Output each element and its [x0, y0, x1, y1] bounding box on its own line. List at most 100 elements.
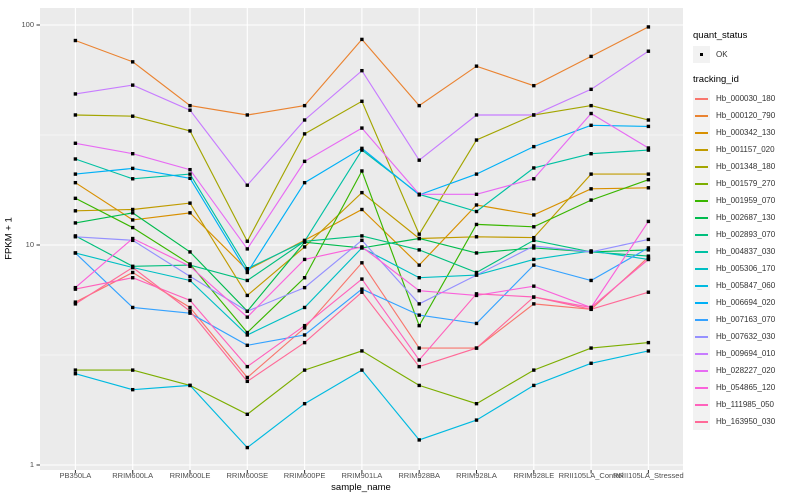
- data-point: [417, 438, 421, 442]
- x-tick-label-RRIM600LE: RRIM600LE: [169, 471, 211, 480]
- legend-item-label: Hb_005306_170: [716, 264, 776, 273]
- data-point: [73, 92, 78, 96]
- data-point: [417, 263, 421, 267]
- data-point: [188, 167, 192, 172]
- data-point: [73, 251, 78, 255]
- data-point: [245, 293, 249, 298]
- legend-item-label: Hb_001157_020: [716, 145, 775, 154]
- legend-line-icon: [695, 114, 708, 117]
- data-point: [131, 83, 135, 87]
- data-point: [131, 305, 135, 310]
- data-point: [302, 159, 307, 164]
- data-point: [532, 383, 536, 388]
- data-point: [245, 364, 249, 369]
- data-point: [245, 309, 249, 313]
- data-point: [131, 114, 135, 118]
- data-point: [245, 315, 249, 319]
- y-tick-label: 10: [25, 240, 34, 249]
- data-point: [532, 235, 536, 240]
- data-point: [532, 177, 536, 181]
- data-point: [532, 284, 536, 288]
- x-tick-label-RRII105LA_Control: RRII105LA_Control: [558, 471, 624, 480]
- data-point: [646, 118, 651, 122]
- data-point: [188, 211, 192, 215]
- legend-item-Hb_163950_030: Hb_163950_030: [693, 413, 799, 430]
- data-point: [646, 146, 651, 150]
- data-point: [474, 346, 479, 350]
- legend-item-label: Hb_163950_030: [716, 417, 776, 426]
- data-point: [245, 239, 249, 243]
- legend-line-icon: [695, 233, 708, 236]
- data-point: [417, 346, 421, 350]
- legend-item-Hb_000120_790: Hb_000120_790: [693, 107, 799, 124]
- data-point: [188, 298, 192, 303]
- legend-item-Hb_000030_180: Hb_000030_180: [693, 90, 799, 107]
- legend-item-label: Hb_002687_130: [716, 213, 776, 222]
- data-point: [131, 211, 135, 215]
- legend-line-icon: [695, 369, 708, 372]
- legend-item-label: Hb_028227_020: [716, 366, 776, 375]
- x-tick-label-RRIM600PE: RRIM600PE: [283, 471, 326, 480]
- data-point: [360, 290, 364, 294]
- legend-key: [693, 158, 710, 175]
- data-point: [302, 239, 307, 243]
- data-point: [131, 238, 135, 243]
- data-point: [360, 238, 364, 243]
- data-point: [646, 248, 651, 252]
- data-point: [532, 113, 536, 117]
- data-point: [73, 221, 78, 225]
- data-point: [532, 295, 536, 299]
- data-point: [646, 340, 651, 345]
- data-point: [474, 235, 479, 239]
- data-point: [417, 323, 421, 328]
- legend-item-Hb_007163_070: Hb_007163_070: [693, 311, 799, 328]
- data-point: [360, 261, 364, 265]
- data-point: [417, 383, 421, 388]
- data-point: [532, 368, 536, 372]
- data-point: [73, 368, 78, 372]
- data-point: [360, 234, 364, 238]
- data-point: [417, 364, 421, 369]
- data-point: [188, 250, 192, 254]
- legend-line-icon: [695, 420, 708, 423]
- legend-item-label: Hb_000030_180: [716, 94, 776, 103]
- data-point: [532, 213, 536, 217]
- data-point: [188, 383, 192, 388]
- data-point: [646, 148, 651, 152]
- data-point: [589, 187, 593, 191]
- data-point: [73, 141, 78, 145]
- legend-item-label: Hb_006694_020: [716, 298, 776, 307]
- data-point: [474, 113, 479, 117]
- data-point: [474, 321, 479, 326]
- data-point: [302, 257, 307, 262]
- y-axis-title: FPKM + 1: [3, 217, 15, 260]
- legend-key: [693, 294, 710, 311]
- legend-item-Hb_054865_120: Hb_054865_120: [693, 379, 799, 396]
- data-point: [245, 379, 249, 384]
- data-point: [245, 278, 249, 283]
- legend-item-ok: OK: [693, 46, 799, 63]
- data-point: [360, 146, 364, 151]
- data-point: [73, 113, 78, 117]
- data-point: [302, 333, 307, 337]
- data-point: [302, 132, 307, 136]
- data-point: [532, 302, 536, 306]
- data-point: [188, 108, 192, 112]
- data-point: [589, 152, 593, 156]
- data-point: [73, 196, 78, 201]
- legend-key: [693, 413, 710, 430]
- data-point: [73, 157, 78, 161]
- data-point: [646, 49, 651, 53]
- data-point: [73, 300, 78, 304]
- legend-key: [693, 209, 710, 226]
- data-point: [131, 152, 135, 156]
- legend-line-icon: [695, 301, 708, 304]
- legend-item-label: Hb_004837_030: [716, 247, 776, 256]
- legend-item-label: Hb_002893_070: [716, 230, 776, 239]
- y-tick-label: 100: [21, 20, 34, 29]
- data-point: [73, 209, 78, 213]
- data-point: [131, 207, 135, 212]
- data-point: [360, 277, 364, 281]
- legend-key: [693, 277, 710, 294]
- data-point: [73, 235, 78, 239]
